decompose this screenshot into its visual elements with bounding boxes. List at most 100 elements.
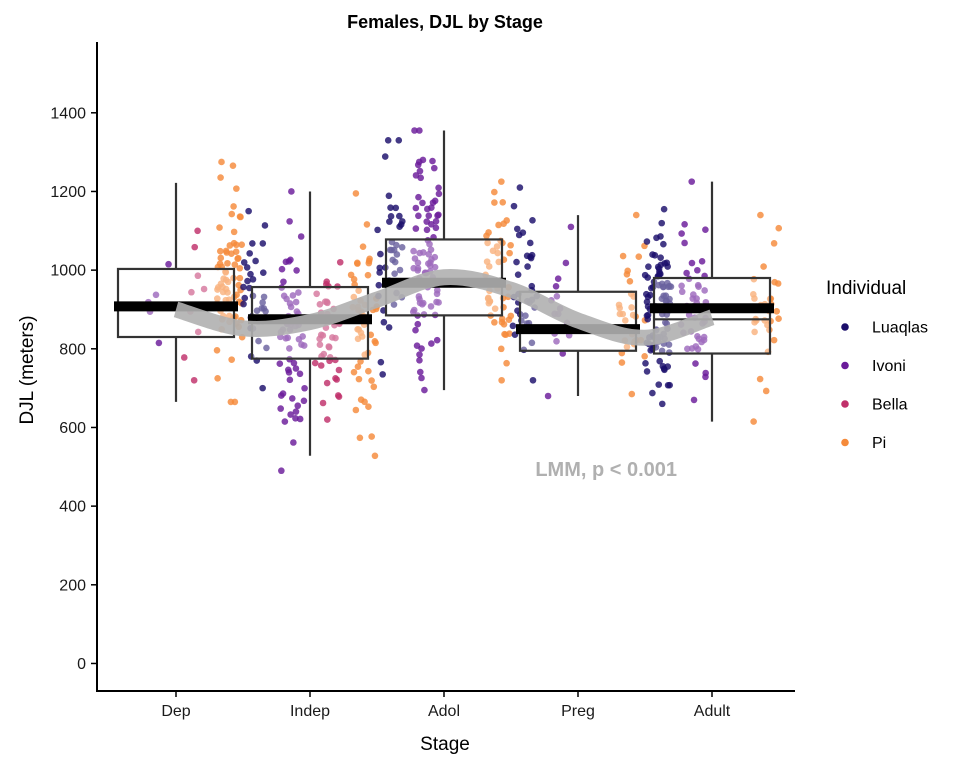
data-point [313,290,320,298]
data-point [294,402,302,410]
data-point [430,164,438,172]
annotations-layer: LMM, p < 0.001 [535,459,677,481]
data-point [324,416,331,423]
data-point [357,358,364,365]
data-point [432,218,440,225]
data-point [281,418,289,425]
data-point [658,400,666,408]
data-point [647,347,654,354]
data-point [368,433,375,440]
data-point [503,359,510,367]
data-point [365,403,372,410]
data-point [216,247,224,255]
data-point [227,398,235,406]
data-point [246,250,253,257]
data-point [433,336,441,344]
data-point [418,301,426,308]
data-point [528,339,536,347]
data-point [190,376,198,384]
data-point [325,343,333,351]
data-point [664,381,672,389]
data-point [694,266,701,274]
data-point [377,250,384,258]
legend-label: Ivoni [872,358,906,375]
boxes-layer [114,130,774,456]
data-point [414,259,422,267]
data-point [513,258,520,266]
data-point [757,211,764,219]
data-point [299,333,306,340]
data-point [660,240,667,248]
data-point [416,295,423,303]
data-point [695,283,702,290]
data-point [282,335,290,342]
box-body [652,276,772,355]
data-point [213,347,221,354]
data-point [277,392,285,399]
data-point [524,263,531,270]
data-point [657,254,664,261]
data-point [240,283,247,291]
data-point [414,265,422,272]
data-point [434,286,441,294]
data-point [416,249,423,257]
data-point [415,158,423,166]
data-point [424,205,431,213]
data-point [529,376,537,384]
data-point [694,333,701,340]
data-point [374,226,381,234]
data-point [684,345,691,353]
data-point [426,240,433,248]
data-point [509,322,517,330]
data-point [300,397,308,405]
data-point [244,277,251,285]
data-point [287,256,294,264]
data-point [484,294,492,302]
data-point [553,338,560,345]
data-point [483,258,491,265]
data-point [410,247,417,255]
data-point [657,233,664,240]
legend-title: Individual [826,278,906,299]
y-axis-ticks: 0 200 400 600 800 1000 1200 1400 [50,105,97,673]
y-tick-label: 400 [59,499,86,516]
data-point [397,221,405,228]
data-point [387,213,395,220]
data-point [241,294,249,302]
data-point [688,178,696,185]
data-point [645,263,652,270]
data-point [421,386,428,394]
data-point [230,228,238,236]
data-point [368,377,375,384]
data-point [218,158,225,166]
data-point [526,239,534,247]
data-point [678,288,686,296]
data-point [654,263,662,271]
legend-key [841,323,849,331]
data-point [628,304,635,311]
data-point [226,242,234,249]
data-point [217,174,224,181]
data-point [249,240,256,247]
data-point [319,399,327,407]
data-point [255,337,262,345]
chart-title: Females, DJL by Stage [347,12,543,32]
data-point [664,363,672,370]
data-point [317,362,325,369]
data-point [375,281,383,289]
x-tick-label: Adol [428,703,460,720]
data-point [334,392,342,399]
data-point [643,238,651,245]
data-point [632,211,640,219]
data-point [498,178,505,185]
data-point [643,368,651,375]
annotation-text: LMM, p < 0.001 [535,459,677,481]
data-point [751,295,758,302]
data-point [774,280,782,287]
legend-key [841,400,849,408]
data-point [365,367,372,375]
data-point [659,362,667,370]
data-point [216,224,223,231]
x-tick-label: Dep [161,703,190,720]
